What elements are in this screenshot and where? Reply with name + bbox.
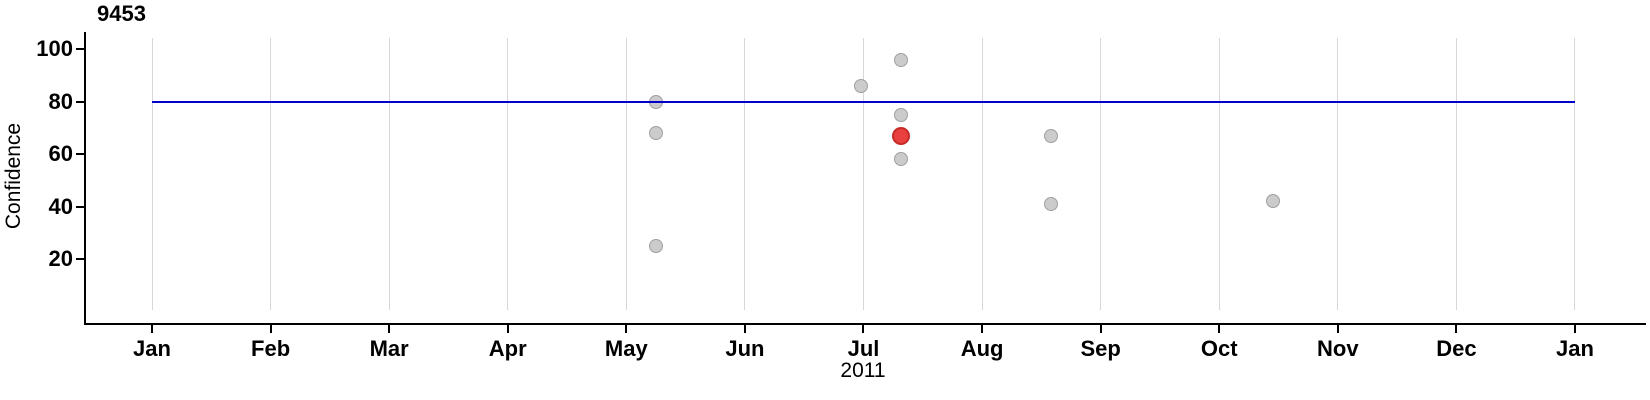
data-point	[1043, 196, 1058, 211]
x-tick-mark	[981, 325, 984, 333]
y-tick-label: 80	[48, 88, 73, 114]
y-tick-mark	[76, 258, 84, 260]
data-point	[894, 52, 909, 67]
month-gridline	[507, 38, 509, 310]
month-gridline	[625, 38, 627, 310]
x-tick-mark	[506, 325, 509, 333]
x-tick-label: Jan	[133, 336, 171, 361]
reference-line	[152, 100, 1575, 103]
x-tick-label: Dec	[1436, 336, 1477, 361]
x-tick-label: Jan	[1556, 336, 1594, 361]
x-tick-mark	[1455, 325, 1458, 333]
x-tick-label: Mar	[369, 336, 409, 361]
y-axis-line	[84, 32, 86, 325]
x-tick-mark	[151, 325, 153, 333]
data-point	[894, 107, 909, 122]
x-tick-label: Nov	[1317, 336, 1359, 361]
x-tick-label: Sep	[1080, 336, 1121, 361]
x-tick-label: May	[604, 336, 648, 361]
y-tick-mark	[76, 205, 84, 208]
x-axis-label: 2011	[840, 359, 886, 382]
x-tick-mark	[1099, 325, 1102, 333]
x-tick-mark	[269, 325, 272, 333]
month-gridline	[1218, 38, 1220, 310]
x-tick-mark	[1573, 325, 1576, 333]
month-gridline	[862, 38, 864, 310]
x-tick-label: Jul	[847, 336, 880, 361]
y-tick-mark	[76, 153, 84, 155]
month-gridline	[388, 38, 390, 310]
x-tick-label: Feb	[251, 336, 291, 361]
x-tick-mark	[625, 325, 628, 333]
x-tick-mark	[862, 325, 865, 333]
x-tick-label: Apr	[488, 336, 527, 361]
data-point	[854, 78, 869, 93]
y-tick-mark	[76, 48, 84, 50]
x-tick-label: Jun	[725, 336, 765, 361]
x-tick-mark	[1336, 325, 1339, 333]
highlighted-data-point	[892, 126, 911, 145]
chart-title: 9453	[97, 1, 146, 26]
x-axis-line	[84, 323, 1646, 325]
month-gridline	[744, 38, 746, 310]
data-point	[1265, 194, 1280, 209]
y-tick-label: 40	[48, 193, 73, 219]
x-tick-label: Oct	[1200, 336, 1238, 361]
x-tick-mark	[388, 325, 391, 333]
data-point	[648, 126, 663, 140]
month-gridline	[270, 38, 272, 310]
month-gridline	[981, 38, 983, 310]
month-gridline	[151, 38, 153, 310]
month-gridline	[1455, 38, 1457, 310]
month-gridline	[1337, 38, 1339, 310]
y-tick-label: 60	[48, 141, 73, 166]
month-gridline	[1574, 38, 1576, 310]
month-gridline	[1100, 38, 1102, 310]
data-point	[648, 238, 663, 253]
x-tick-mark	[1218, 325, 1221, 333]
data-point	[894, 152, 909, 167]
y-tick-label: 100	[36, 36, 73, 61]
y-tick-mark	[76, 100, 84, 103]
x-tick-mark	[743, 325, 746, 333]
data-point	[1043, 128, 1058, 143]
x-tick-label: Aug	[960, 336, 1004, 361]
y-tick-label: 20	[48, 246, 73, 271]
